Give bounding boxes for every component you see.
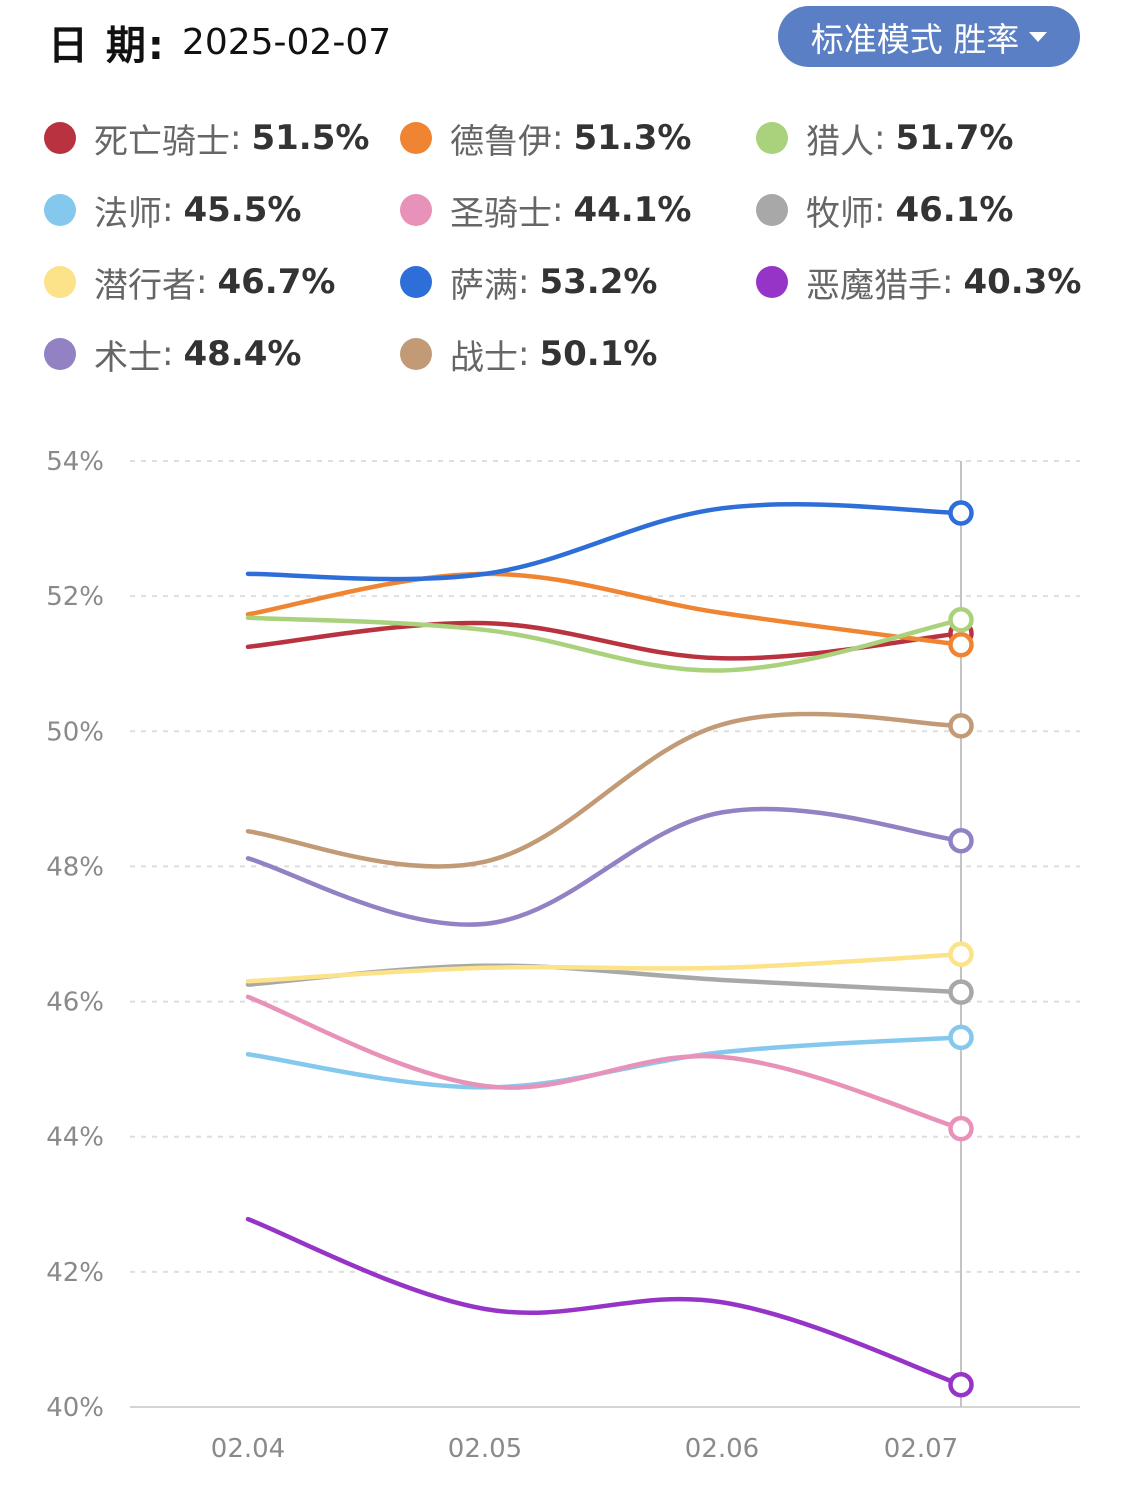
legend-name: 萨满 <box>450 265 518 306</box>
legend-dot <box>756 194 788 226</box>
series-endpoint-marker <box>948 500 974 526</box>
legend-value: 44.1% <box>573 190 692 230</box>
legend-value: 51.3% <box>573 118 692 158</box>
y-tick-label: 54% <box>46 447 104 477</box>
legend-dot <box>756 122 788 154</box>
legend-item[interactable]: 萨满:53.2% <box>400 252 657 312</box>
y-tick-label: 42% <box>46 1258 104 1288</box>
series-line <box>245 994 964 1131</box>
legend-dot <box>400 194 432 226</box>
legend-item[interactable]: 恶魔猎手:40.3% <box>756 252 1081 312</box>
series-endpoint-marker <box>948 632 974 658</box>
series-endpoint-marker <box>948 713 974 739</box>
legend-name: 德鲁伊 <box>450 121 552 162</box>
series-line <box>245 502 964 582</box>
legend-dot <box>756 266 788 298</box>
legend-dot <box>400 122 432 154</box>
legend-value: 46.1% <box>895 190 1014 230</box>
legend-name: 潜行者 <box>94 265 196 306</box>
legend-value: 50.1% <box>539 334 658 374</box>
legend-separator: : <box>874 118 886 158</box>
legend-name: 猎人 <box>806 121 874 162</box>
legend-name: 战士 <box>450 337 518 378</box>
mode-label: 标准模式 胜率 <box>810 19 1020 59</box>
series-line <box>245 615 964 673</box>
legend-value: 45.5% <box>183 190 302 230</box>
legend-dot <box>44 194 76 226</box>
legend-value: 53.2% <box>539 262 658 302</box>
legend-separator: : <box>518 262 530 302</box>
x-tick-label: 02.06 <box>685 1434 759 1464</box>
legend-name: 圣骑士 <box>450 193 552 234</box>
legend-item[interactable]: 死亡骑士:51.5% <box>44 108 369 168</box>
y-tick-label: 40% <box>46 1393 104 1423</box>
series-endpoint-marker <box>948 828 974 854</box>
legend-item[interactable]: 猎人:51.7% <box>756 108 1013 168</box>
legend-value: 51.5% <box>251 118 370 158</box>
series-endpoint-marker <box>948 1371 974 1398</box>
legend-value: 46.7% <box>217 262 336 302</box>
legend-item[interactable]: 德鲁伊:51.3% <box>400 108 691 168</box>
series-line <box>245 806 964 927</box>
x-tick-label: 02.05 <box>448 1434 522 1464</box>
mode-dropdown-button[interactable]: 标准模式 胜率 <box>778 6 1080 67</box>
legend-name: 恶魔猎手 <box>806 265 942 306</box>
date-label: 日 期: <box>48 23 166 69</box>
series-endpoint-marker <box>948 1024 974 1051</box>
y-tick-label: 52% <box>46 582 104 612</box>
x-tick-label: 02.04 <box>211 1434 285 1464</box>
legend-separator: : <box>518 334 530 374</box>
caret-down-icon <box>1029 31 1048 42</box>
legend-name: 牧师 <box>806 193 874 234</box>
legend-item[interactable]: 战士:50.1% <box>400 324 657 384</box>
legend-item[interactable]: 潜行者:46.7% <box>44 252 335 312</box>
legend-separator: : <box>942 262 954 302</box>
legend-name: 法师 <box>94 193 162 234</box>
legend-separator: : <box>230 118 242 158</box>
legend-dot <box>44 122 76 154</box>
legend-value: 40.3% <box>963 262 1082 302</box>
legend-separator: : <box>196 262 208 302</box>
series-endpoint-marker <box>948 1115 974 1142</box>
date-value: 2025-02-07 <box>181 21 392 63</box>
y-tick-label: 44% <box>46 1123 104 1153</box>
legend-dot <box>400 266 432 298</box>
series-line <box>245 571 964 648</box>
y-tick-label: 50% <box>46 717 104 747</box>
legend-item[interactable]: 牧师:46.1% <box>756 180 1013 240</box>
legend-separator: : <box>874 190 886 230</box>
legend-item[interactable]: 法师:45.5% <box>44 180 301 240</box>
legend-separator: : <box>162 190 174 230</box>
series-line <box>245 711 964 869</box>
legend-value: 51.7% <box>895 118 1014 158</box>
x-tick-label: 02.07 <box>884 1434 958 1464</box>
legend-separator: : <box>552 118 564 158</box>
y-tick-label: 46% <box>46 988 104 1018</box>
legend-dot <box>44 266 76 298</box>
legend-separator: : <box>162 334 174 374</box>
legend-dot <box>400 338 432 370</box>
legend-name: 死亡骑士 <box>94 121 230 162</box>
legend-item[interactable]: 术士:48.4% <box>44 324 301 384</box>
date-header: 日 期: 2025-02-07 <box>48 14 391 70</box>
series-endpoint-marker <box>948 979 974 1005</box>
legend-name: 术士 <box>94 337 162 378</box>
series-line <box>245 952 964 984</box>
legend-separator: : <box>552 190 564 230</box>
legend-item[interactable]: 圣骑士:44.1% <box>400 180 691 240</box>
series-line <box>245 1216 964 1387</box>
y-tick-label: 48% <box>46 852 104 882</box>
series-endpoint-marker <box>948 607 974 633</box>
legend-value: 48.4% <box>183 334 302 374</box>
legend-dot <box>44 338 76 370</box>
series-endpoint-marker <box>948 941 974 968</box>
